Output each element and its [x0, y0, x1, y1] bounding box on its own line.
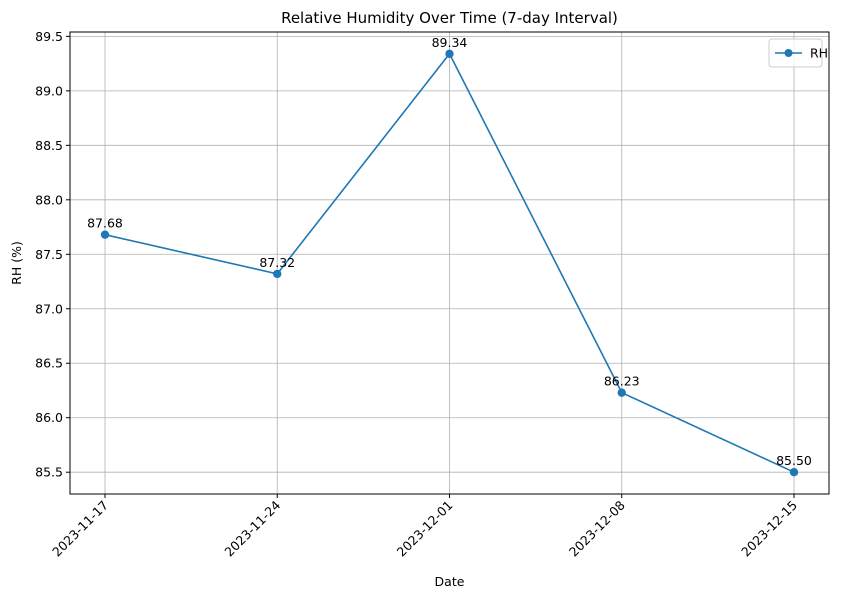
- y-tick-label: 87.0: [35, 301, 63, 316]
- grid-lines: [70, 32, 829, 494]
- series-group: [100, 49, 799, 477]
- y-tick-label: 89.5: [35, 29, 63, 44]
- data-label: 87.32: [259, 255, 295, 270]
- legend-marker-swatch: [784, 49, 793, 57]
- legend-label-rh: RH: [810, 46, 828, 61]
- y-tick-label: 86.5: [35, 356, 63, 371]
- data-labels-group: 87.68 87.32 89.34 86.23 85.50: [87, 35, 812, 468]
- data-point-marker: [273, 269, 282, 279]
- y-tick-label: 88.5: [35, 138, 63, 153]
- y-tick-label: 87.5: [35, 247, 63, 262]
- data-point-marker: [617, 388, 626, 397]
- y-axis-label: RH (%): [9, 241, 24, 285]
- data-point-marker: [100, 230, 110, 239]
- data-point-marker: [789, 468, 799, 477]
- y-tick-label: 89.0: [35, 83, 63, 98]
- y-tick-label: 86.0: [35, 410, 63, 425]
- data-label: 86.23: [604, 374, 640, 389]
- chart-title: Relative Humidity Over Time (7-day Inter…: [281, 9, 618, 27]
- data-label: 87.68: [87, 216, 123, 231]
- data-point-marker: [445, 49, 454, 58]
- data-label: 85.50: [776, 453, 812, 468]
- y-tick-label: 85.5: [35, 465, 63, 480]
- y-tick-label: 88.0: [35, 192, 63, 207]
- data-label: 89.34: [432, 35, 468, 50]
- legend: RH: [768, 38, 828, 68]
- x-axis-label: Date: [435, 574, 465, 589]
